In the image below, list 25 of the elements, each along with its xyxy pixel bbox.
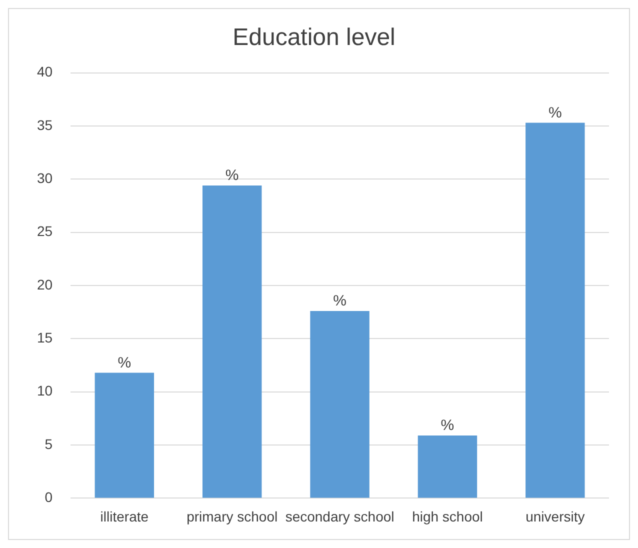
data-label: %: [118, 354, 132, 372]
bar: [202, 186, 262, 498]
x-tick-label: primary school: [186, 508, 278, 524]
x-tick-label: illiterate: [100, 508, 149, 524]
y-tick-label: 40: [36, 64, 53, 80]
y-tick-label: 10: [36, 382, 53, 399]
data-label: %: [440, 417, 454, 434]
y-tick-label: 0: [44, 489, 53, 506]
y-tick-label: 35: [36, 116, 53, 133]
bar: [418, 435, 478, 498]
data-label: %: [548, 104, 562, 122]
x-tick-label: high school: [412, 508, 483, 524]
y-tick-label: 25: [36, 223, 53, 240]
y-tick-label: 20: [36, 276, 53, 292]
data-label: %: [333, 292, 346, 310]
data-label: %: [225, 167, 239, 184]
y-tick-label: 30: [36, 170, 53, 186]
chart-title: Education level: [232, 24, 396, 52]
bar: [94, 372, 154, 498]
bar: [526, 122, 585, 498]
bar: [310, 311, 370, 498]
y-tick-label: 5: [44, 436, 53, 452]
y-tick-label: 15: [36, 330, 53, 346]
x-tick-label: university: [526, 508, 585, 524]
x-tick-label: secondary school: [285, 508, 394, 524]
